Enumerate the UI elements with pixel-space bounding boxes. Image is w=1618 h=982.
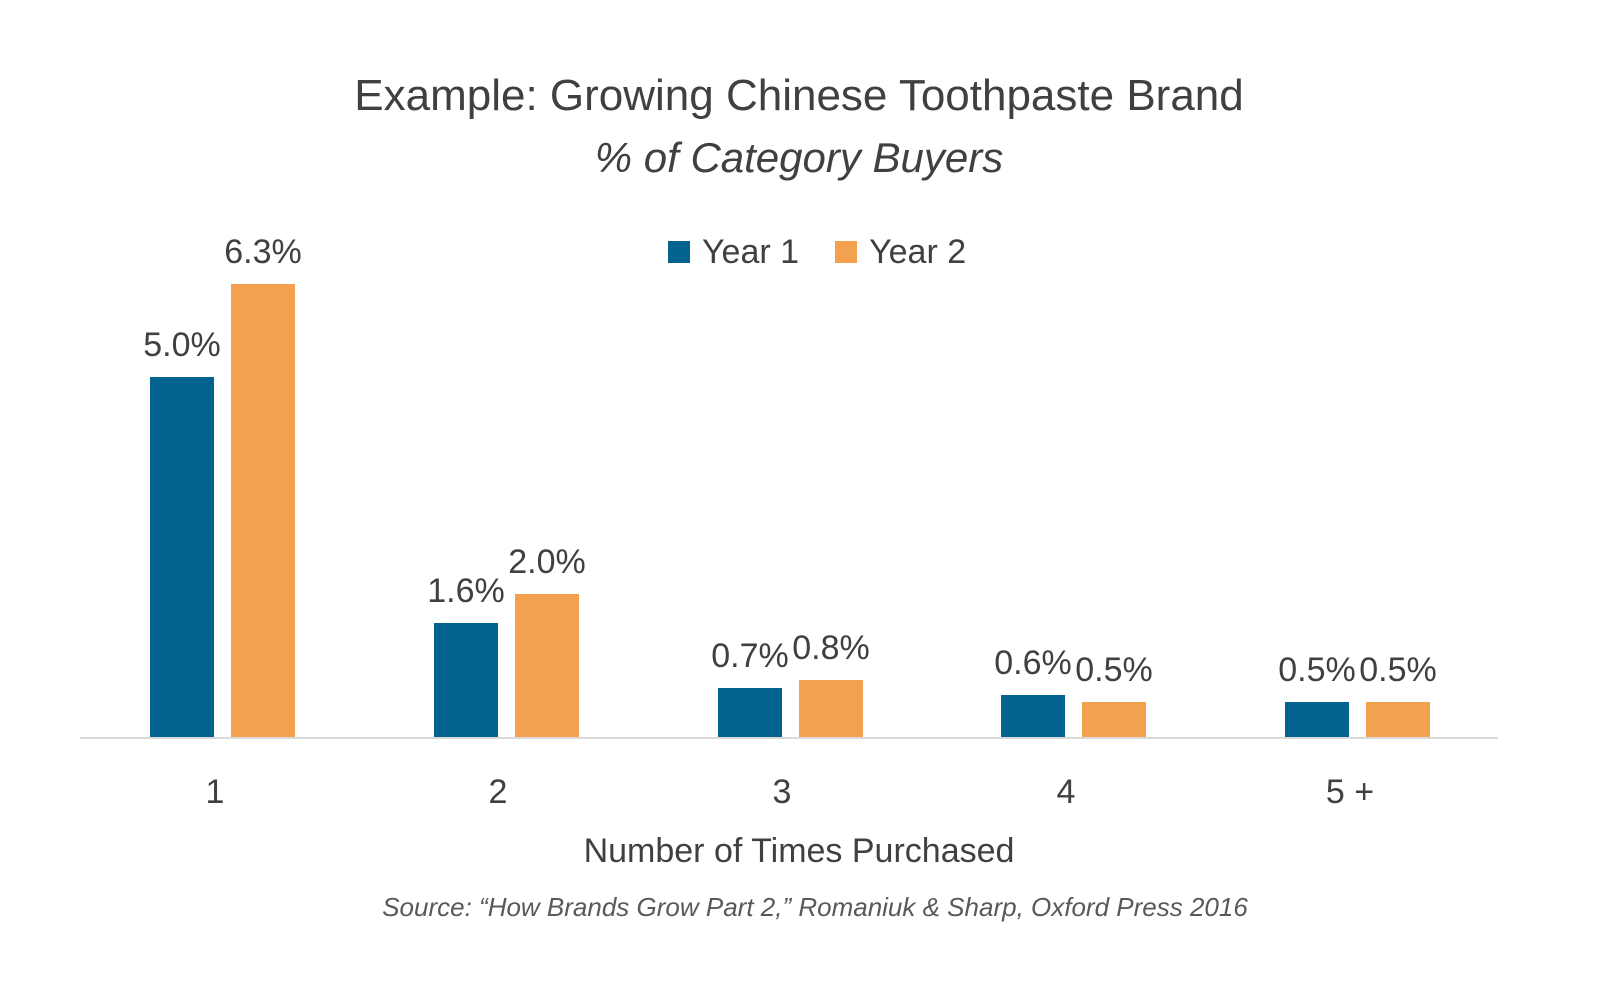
x-tick-label: 2 [488, 773, 508, 811]
bar-year-1-2 [434, 623, 498, 738]
x-axis-label: Number of Times Purchased [583, 832, 1015, 870]
chart-subtitle: % of Category Buyers [594, 134, 1004, 181]
bar-year-2-4 [1082, 702, 1146, 738]
bar-year-1-3 [718, 688, 782, 738]
data-label: 1.6% [427, 572, 505, 610]
data-label: 5.0% [143, 326, 221, 364]
bar-year-1-5 [1285, 702, 1349, 738]
data-label: 0.7% [711, 637, 789, 675]
x-tick-label: 4 [1056, 773, 1076, 811]
x-tick-label: 5 + [1325, 773, 1375, 811]
x-axis-line [80, 737, 1498, 739]
data-label: 0.5% [1359, 651, 1437, 689]
legend-label-year-2: Year 2 [869, 233, 967, 271]
data-label: 6.3% [224, 233, 302, 271]
bar-year-1-4 [1001, 695, 1065, 738]
x-tick-label: 1 [205, 773, 225, 811]
bar-year-1-1 [150, 377, 214, 738]
legend-swatch-year-1 [668, 241, 690, 263]
data-label: 2.0% [508, 543, 586, 581]
legend-label-year-1: Year 1 [702, 233, 800, 271]
chart-title: Example: Growing Chinese Toothpaste Bran… [354, 71, 1244, 120]
data-label: 0.5% [1278, 651, 1356, 689]
bar-year-2-1 [231, 284, 295, 738]
data-label: 0.6% [994, 644, 1072, 682]
legend-item-year-2: Year 2 [835, 232, 966, 272]
data-label: 0.5% [1075, 651, 1153, 689]
bar-year-2-5 [1366, 702, 1430, 738]
bar-year-2-3 [799, 680, 863, 738]
legend-swatch-year-2 [835, 241, 858, 263]
legend: Year 1 Year 2 [668, 232, 1002, 272]
bar-year-2-2 [515, 594, 579, 738]
source-note: Source: “How Brands Grow Part 2,” Romani… [382, 892, 1248, 922]
x-tick-label: 3 [772, 773, 792, 811]
data-label: 0.8% [792, 629, 870, 667]
legend-item-year-1: Year 1 [668, 232, 799, 272]
